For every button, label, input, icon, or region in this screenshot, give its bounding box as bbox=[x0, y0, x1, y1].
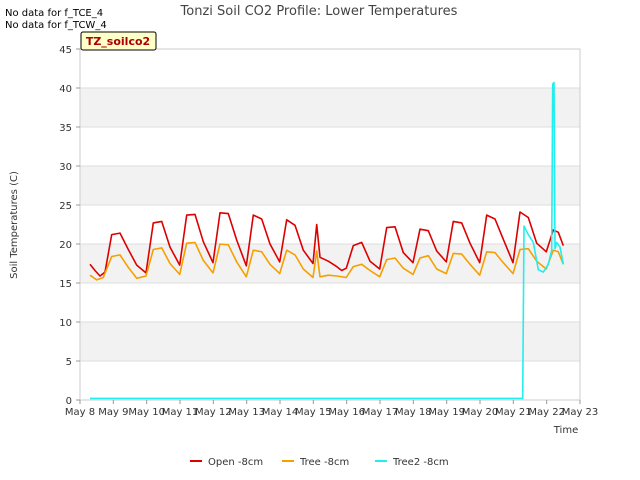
x-tick-label: May 11 bbox=[162, 407, 199, 418]
no-data-message-2: No data for f_TCW_4 bbox=[5, 20, 107, 31]
background-band bbox=[80, 166, 580, 205]
series-lines bbox=[89, 81, 565, 400]
x-tick-label: May 17 bbox=[362, 407, 399, 418]
legend-label-tree: Tree -8cm bbox=[299, 457, 349, 468]
no-data-message-1: No data for f_TCE_4 bbox=[5, 8, 104, 19]
x-tick-label: May 14 bbox=[262, 407, 299, 418]
x-tick-label: May 20 bbox=[462, 407, 499, 418]
legend-label-tree2: Tree2 -8cm bbox=[392, 457, 449, 468]
y-tick-label: 35 bbox=[59, 123, 72, 134]
x-tick-label: May 19 bbox=[428, 407, 465, 418]
chart-title: Tonzi Soil CO2 Profile: Lower Temperatur… bbox=[180, 4, 458, 19]
tag-box-background bbox=[80, 31, 157, 51]
tag-label: TZ_soilco2 bbox=[86, 35, 150, 48]
legend: Open -8cm Tree -8cm Tree2 -8cm bbox=[190, 457, 449, 468]
x-tick-label: May 15 bbox=[295, 407, 332, 418]
x-tick-label: May 8 bbox=[65, 407, 95, 418]
background-band bbox=[80, 322, 580, 361]
series-line-tree2 bbox=[90, 81, 565, 400]
x-axis-label: Time bbox=[553, 425, 578, 436]
x-tick-label: May 16 bbox=[328, 407, 365, 418]
x-tick-label: May 22 bbox=[528, 407, 565, 418]
x-tick-label: May 13 bbox=[228, 407, 265, 418]
y-tick-label: 40 bbox=[59, 84, 72, 95]
legend-label-open: Open -8cm bbox=[208, 457, 263, 468]
y-axis-ticks: 0 5 10 15 20 25 30 35 40 45 bbox=[59, 45, 80, 407]
y-tick-label: 5 bbox=[66, 357, 72, 368]
y-tick-label: 20 bbox=[59, 240, 72, 251]
x-tick-label: May 23 bbox=[562, 407, 599, 418]
series-line-open bbox=[89, 211, 565, 277]
y-tick-label: 30 bbox=[59, 162, 72, 173]
y-tick-label: 10 bbox=[59, 318, 72, 329]
x-tick-label: May 21 bbox=[495, 407, 532, 418]
x-tick-label: May 10 bbox=[128, 407, 165, 418]
x-tick-label: May 18 bbox=[395, 407, 432, 418]
x-tick-label: May 12 bbox=[195, 407, 232, 418]
y-tick-label: 0 bbox=[66, 396, 72, 407]
y-axis-label: Soil Temperatures (C) bbox=[9, 171, 20, 279]
series-line-tree bbox=[89, 241, 565, 281]
plot-frame bbox=[79, 48, 581, 401]
background-bands bbox=[80, 88, 580, 361]
y-tick-label: 45 bbox=[59, 45, 72, 56]
y-tick-label: 15 bbox=[59, 279, 72, 290]
x-tick-label: May 9 bbox=[98, 407, 128, 418]
tag-box: TZ_soilco2 bbox=[80, 31, 157, 51]
y-tick-label: 25 bbox=[59, 201, 72, 212]
background-band bbox=[80, 88, 580, 127]
